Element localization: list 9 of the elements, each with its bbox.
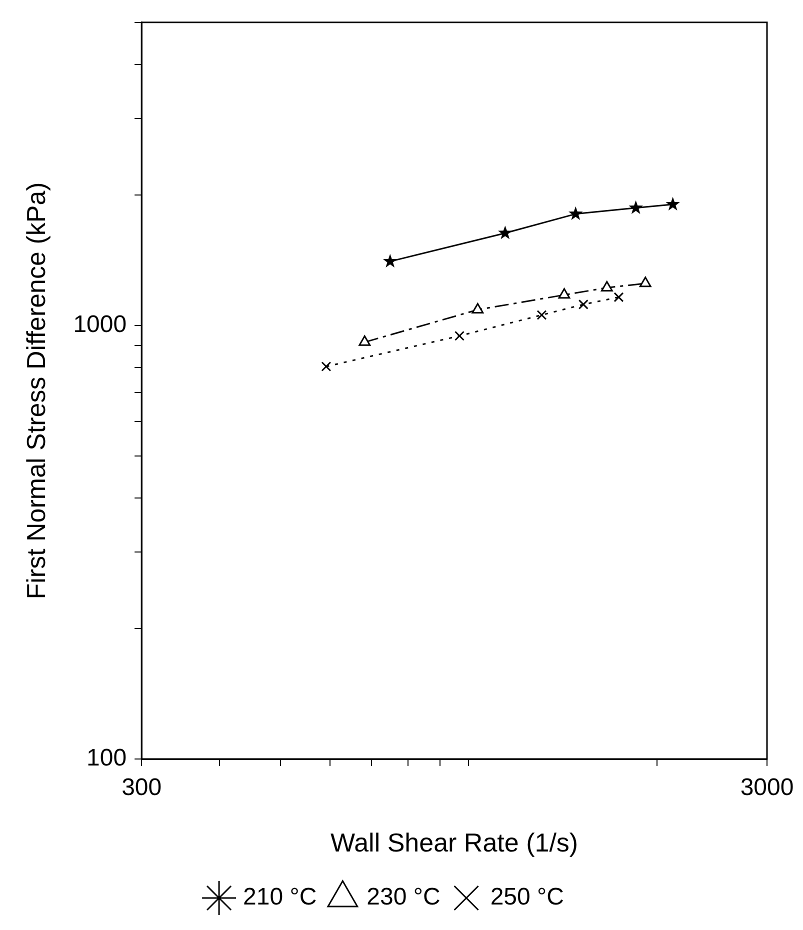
y-axis-title: First Normal Stress Difference (kPa) [20, 182, 51, 600]
x-tick-label: 3000 [740, 774, 794, 802]
x-axis-title: Wall Shear Rate (1/s) [330, 828, 578, 858]
x-tick-label: 300 [122, 774, 162, 802]
legend-label: 250 °C [490, 884, 564, 911]
y-tick-label: 1000 [73, 311, 127, 338]
y-tick-label: 100 [86, 744, 127, 772]
legend-label: 230 °C [366, 884, 440, 911]
legend-label: 210 °C [243, 884, 317, 911]
